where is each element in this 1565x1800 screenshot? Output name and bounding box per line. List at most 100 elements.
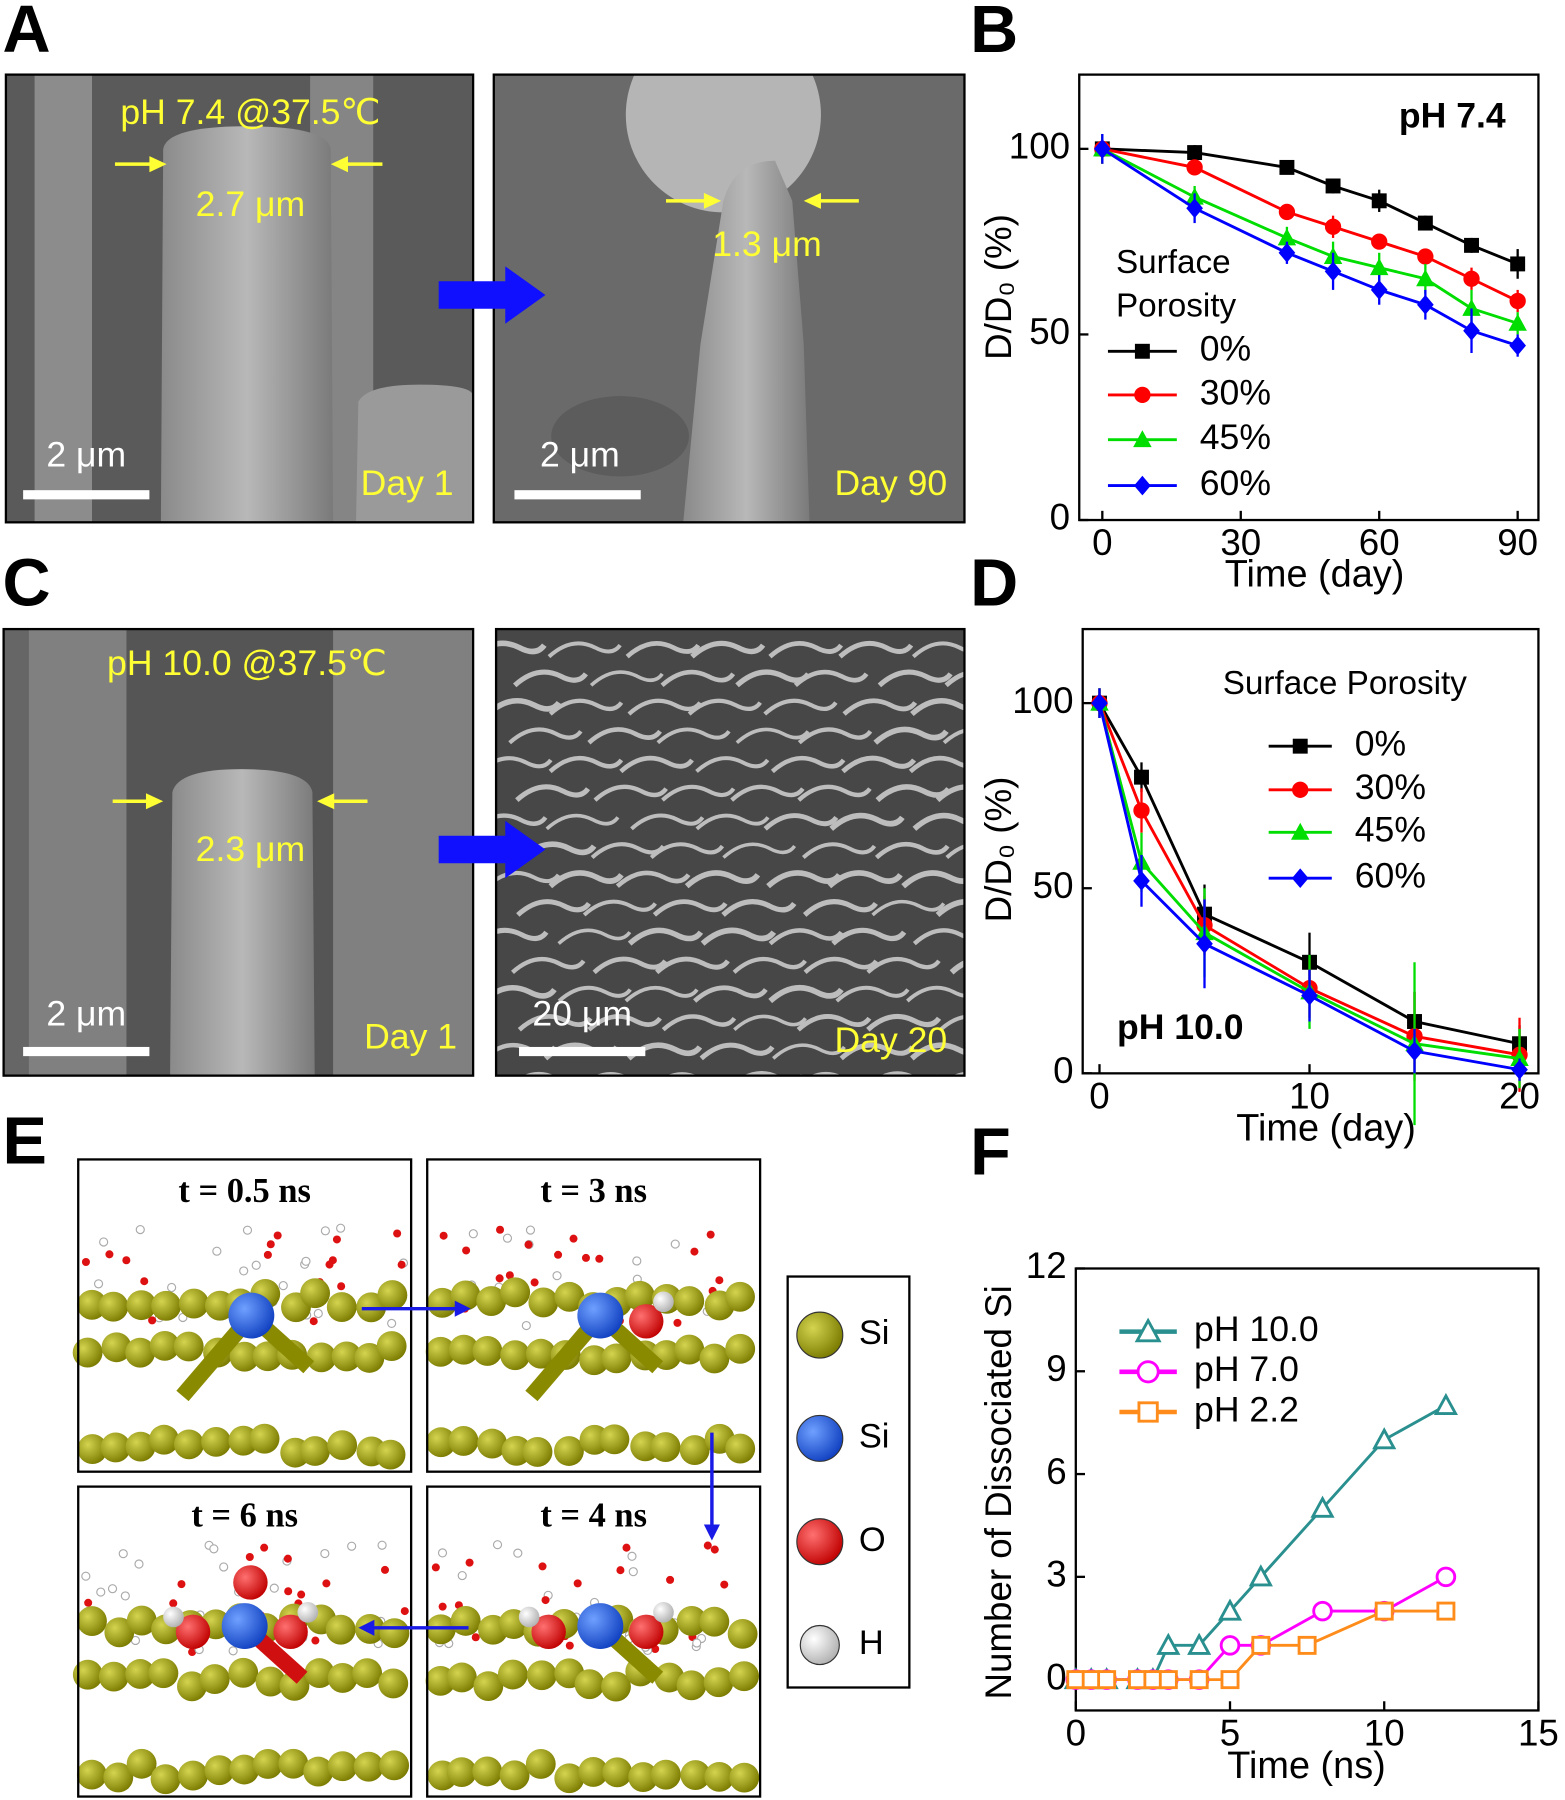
si-atom xyxy=(100,1432,131,1463)
md-snapshots xyxy=(72,1159,761,1797)
si-atom xyxy=(325,1614,356,1645)
water-h xyxy=(538,1562,547,1571)
annotation: pH 10.0 xyxy=(1117,1007,1244,1047)
time-label: t = 6 ns xyxy=(191,1497,298,1535)
data-point xyxy=(1134,769,1149,785)
arrow-head xyxy=(330,156,348,173)
water-o xyxy=(118,1549,128,1559)
data-point xyxy=(1143,1670,1163,1690)
atom-swatch xyxy=(796,1311,844,1359)
data-point xyxy=(1510,256,1526,272)
water-h xyxy=(301,1256,311,1266)
data-point xyxy=(1128,1670,1147,1690)
data-point xyxy=(1508,313,1527,331)
water-h xyxy=(457,1570,467,1581)
si-atom xyxy=(703,1667,734,1698)
si-atom xyxy=(199,1664,230,1694)
step-arrow-head xyxy=(454,1300,471,1317)
snapshot-frame xyxy=(77,1158,413,1473)
si-dissolving xyxy=(228,1292,275,1339)
water-h xyxy=(715,1276,724,1285)
texture-ridge xyxy=(722,842,797,859)
data-point xyxy=(1509,335,1526,356)
sphere xyxy=(625,74,821,213)
water-o xyxy=(297,1590,306,1599)
si-atom xyxy=(126,1605,157,1636)
legend-marker xyxy=(1137,1401,1159,1423)
o-atom xyxy=(629,1614,664,1650)
texture-ridge xyxy=(557,985,632,1003)
si-atom xyxy=(126,1290,157,1321)
si-atom xyxy=(300,1436,330,1466)
texture-ridge xyxy=(496,813,548,826)
day-label: Day 1 xyxy=(361,463,454,503)
si-atom xyxy=(528,1287,559,1318)
step-arrow-head xyxy=(703,1524,720,1541)
water-o xyxy=(209,1544,219,1554)
si-atom xyxy=(497,1659,528,1690)
day-label: Day 1 xyxy=(364,1016,457,1056)
water-h xyxy=(325,1260,334,1269)
pillar xyxy=(170,769,315,1076)
h-atom xyxy=(518,1606,540,1628)
water-o xyxy=(554,1250,563,1259)
si-atom xyxy=(376,1331,407,1361)
arrow-head xyxy=(703,192,722,209)
o-atom xyxy=(233,1565,268,1600)
si-atom xyxy=(177,1671,207,1702)
data-point xyxy=(1186,159,1203,176)
data-point xyxy=(1220,1670,1240,1690)
legend-marker xyxy=(1292,781,1309,798)
texture-ridge xyxy=(763,698,838,716)
si-atom xyxy=(76,1759,107,1790)
si-atom xyxy=(679,1435,710,1465)
si-atom xyxy=(178,1760,208,1791)
data-point xyxy=(1325,178,1341,194)
si-atom xyxy=(526,1660,557,1691)
si-atom xyxy=(599,1424,630,1455)
texture-ridge xyxy=(768,928,844,946)
texture-ridge xyxy=(656,727,731,745)
atom-label: H xyxy=(859,1624,884,1662)
x-tick-label: 0 xyxy=(1092,522,1112,563)
water-o xyxy=(122,1256,131,1265)
scale-label: 2 μm xyxy=(46,434,126,474)
water-o xyxy=(169,1599,178,1608)
y-axis-label: D/D₀ (%) xyxy=(978,777,1019,923)
data-point xyxy=(1186,198,1203,219)
time-label: t = 0.5 ns xyxy=(178,1172,310,1210)
si-atom xyxy=(255,1666,286,1697)
water-o xyxy=(284,1587,293,1596)
snapshot-frame xyxy=(77,1485,413,1798)
water-o xyxy=(273,1231,282,1240)
y-tick-label: 100 xyxy=(1012,680,1073,721)
scale-bar xyxy=(519,1046,646,1057)
texture-ridge xyxy=(652,899,728,917)
texture-ridge xyxy=(625,641,701,659)
time-label: t = 4 ns xyxy=(540,1497,647,1535)
texture-ridge xyxy=(842,698,918,716)
panel-letter: E xyxy=(2,1104,46,1178)
texture-ridge xyxy=(910,698,965,717)
condition-label: pH 7.4 @37.5℃ xyxy=(120,92,380,132)
texture-ridge xyxy=(508,727,583,745)
water-h xyxy=(322,1579,331,1588)
si-atom xyxy=(72,1337,103,1368)
si-atom xyxy=(602,1757,633,1788)
si-atom xyxy=(201,1426,231,1457)
texture-ridge xyxy=(772,1043,846,1060)
si-atom xyxy=(624,1280,655,1311)
water-o xyxy=(397,1260,406,1269)
si-atom xyxy=(554,1436,584,1466)
si-atom xyxy=(300,1278,331,1309)
series-line xyxy=(1075,1575,1447,1682)
si-dissolving xyxy=(577,1292,624,1339)
si-atom xyxy=(699,1343,730,1374)
water-o xyxy=(616,1566,625,1575)
water-h xyxy=(670,1239,680,1249)
si-atom xyxy=(77,1434,108,1464)
water-o xyxy=(266,1240,275,1249)
water-h xyxy=(573,1579,582,1588)
process-arrow xyxy=(438,266,546,324)
